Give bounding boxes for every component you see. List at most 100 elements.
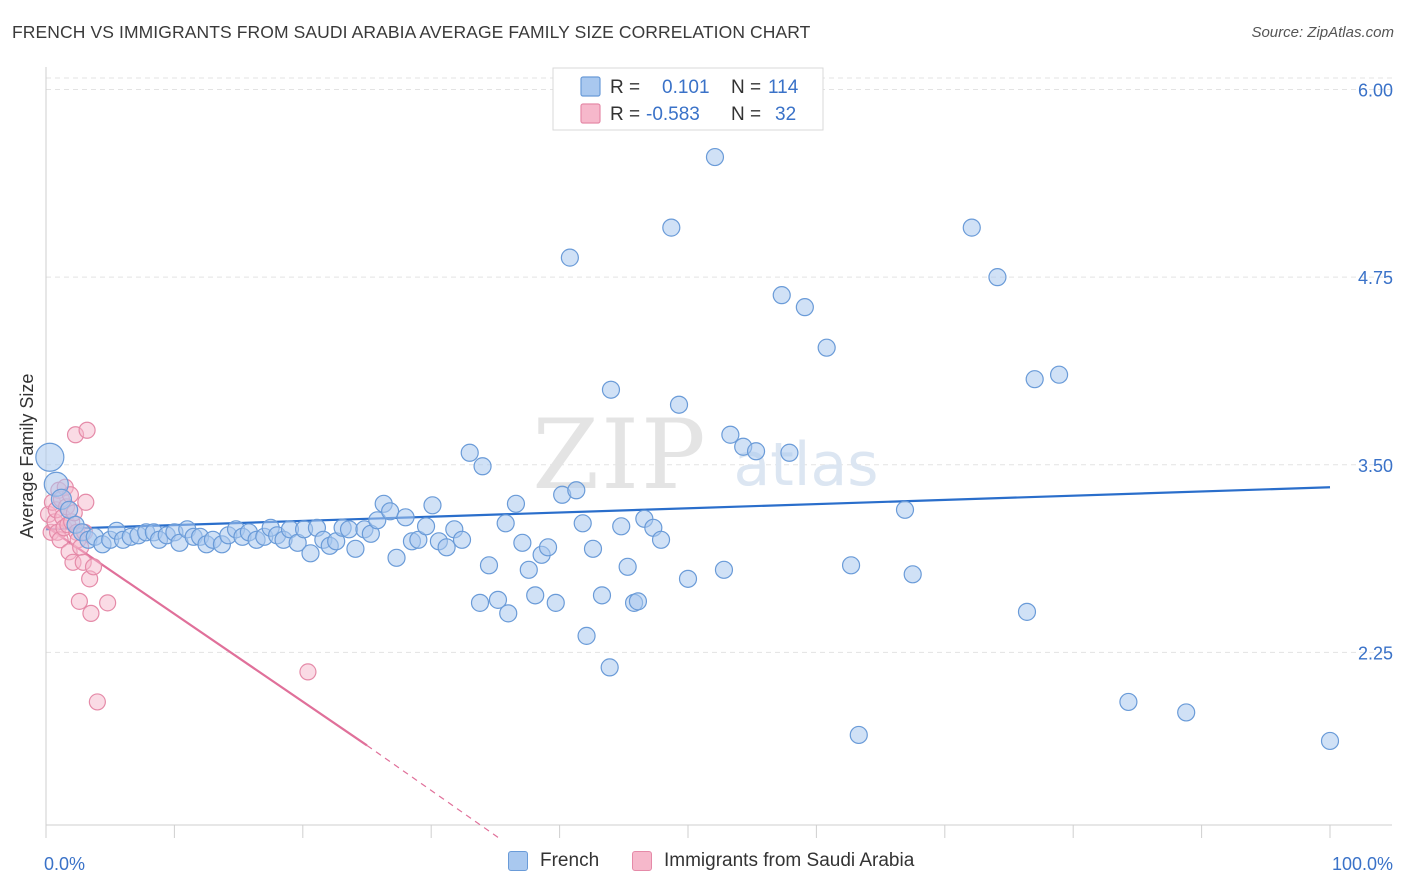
french-point: [1049, 365, 1069, 384]
french-point: [903, 565, 922, 584]
french-point: [560, 248, 579, 267]
french-point: [346, 539, 365, 558]
french-point: [1177, 703, 1196, 722]
french-point: [513, 533, 532, 552]
french-point: [618, 557, 637, 576]
french-point: [473, 457, 492, 476]
french-point: [573, 514, 592, 533]
bottom-legend: French Immigrants from Saudi Arabia: [0, 850, 1406, 880]
french-point: [772, 286, 791, 305]
legend-french-r-label: R =: [610, 77, 640, 98]
french-point: [705, 147, 725, 167]
french-point: [817, 338, 836, 357]
french-point: [1320, 731, 1340, 751]
french-point: [519, 560, 538, 579]
french-point: [526, 586, 545, 605]
saudi-point: [82, 604, 100, 622]
x-tick-label-left: 0.0%: [44, 854, 85, 874]
french-point: [506, 494, 526, 513]
saudi-point: [88, 693, 106, 711]
french-point: [60, 500, 79, 519]
x-tick-label-right: 100.0%: [1332, 854, 1393, 874]
french-regression-line: [45, 486, 1331, 531]
source-label: Source: ZipAtlas.com: [1251, 24, 1394, 41]
french-point: [662, 218, 681, 237]
legend-french-marker: [508, 851, 528, 871]
axes-layer: [45, 67, 1392, 838]
french-point: [1119, 692, 1138, 712]
legend-item-saudi: Immigrants from Saudi Arabia: [632, 850, 914, 872]
french-point: [479, 556, 499, 575]
french-point: [499, 604, 518, 623]
french-point: [470, 593, 490, 612]
saudi-point: [299, 663, 317, 681]
saudi-regression-extension: [366, 744, 503, 841]
french-point: [841, 556, 861, 575]
french-point: [437, 538, 456, 557]
french-point: [368, 511, 387, 530]
legend-item-french: French: [508, 850, 599, 872]
saudi-point: [84, 558, 103, 576]
french-point: [301, 544, 320, 563]
french-point: [600, 658, 619, 677]
legend-saudi-n-value: 32: [775, 104, 796, 125]
french-point: [577, 626, 596, 645]
french-point: [721, 425, 740, 444]
french-point: [678, 569, 698, 588]
french-point: [546, 593, 565, 612]
legend-french-n-value: 114: [768, 77, 799, 98]
legend-saudi-r-value: -0.583: [646, 104, 700, 125]
legend-french-n-label: N =: [731, 77, 761, 98]
y-tick-label: 2.25: [1358, 643, 1393, 663]
y-tick-label: 3.50: [1358, 456, 1393, 476]
y-tick-label: 4.75: [1358, 268, 1393, 288]
french-point: [746, 442, 766, 461]
legend-french-label: French: [540, 850, 600, 871]
points-french-series: [35, 147, 1340, 751]
saudi-point: [78, 421, 96, 439]
french-point: [962, 218, 981, 237]
french-point: [416, 517, 436, 536]
watermark-atlas: atlas: [734, 430, 879, 500]
french-point: [1025, 370, 1044, 389]
chart-title: FRENCH VS IMMIGRANTS FROM SAUDI ARABIA A…: [12, 22, 811, 42]
saudi-point: [99, 594, 117, 612]
legend-saudi-swatch: [580, 103, 601, 124]
legend-saudi-r-label: R =: [610, 104, 640, 125]
french-point: [651, 530, 671, 549]
french-point: [460, 443, 479, 462]
french-point: [612, 517, 631, 536]
legend-saudi-marker: [632, 851, 652, 871]
french-point: [583, 539, 603, 558]
french-point: [601, 380, 621, 399]
top-legend: R = 0.101 N = 114 R = -0.583 N = 32: [552, 67, 824, 131]
french-point: [669, 395, 689, 414]
legend-saudi-n-label: N =: [731, 104, 761, 125]
french-point: [714, 560, 734, 579]
french-point: [988, 268, 1007, 287]
french-point: [567, 481, 586, 500]
french-point: [387, 548, 406, 567]
y-tick-label: 6.00: [1358, 81, 1393, 101]
labels-layer: 2.25 3.50 4.75 6.00 0.0% 100.0% Average Family…: [17, 81, 1393, 874]
french-point: [35, 442, 65, 472]
saudi-point: [70, 592, 88, 610]
saudi-point: [77, 493, 95, 511]
french-point: [396, 508, 415, 527]
french-point: [895, 500, 915, 519]
french-point: [488, 590, 508, 609]
legend-saudi-label: Immigrants from Saudi Arabia: [664, 850, 915, 871]
french-point: [339, 520, 359, 539]
french-point: [381, 502, 400, 521]
legend-french-swatch: [580, 76, 601, 97]
french-point: [780, 443, 799, 462]
points-saudi-series: [39, 421, 317, 711]
french-point: [795, 298, 814, 317]
french-point: [849, 725, 868, 745]
french-point: [538, 538, 558, 557]
french-point: [496, 514, 515, 533]
y-axis-label: Average Family Size: [17, 374, 37, 539]
french-point: [628, 592, 648, 611]
french-point: [409, 530, 428, 549]
